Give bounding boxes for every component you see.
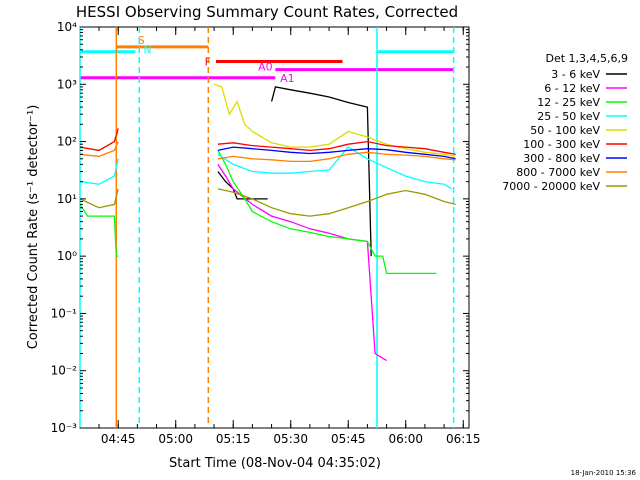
legend-label: 800 - 7000 keV bbox=[516, 166, 600, 179]
y-tick-label: 10¹ bbox=[57, 192, 77, 206]
legend-label: 6 - 12 keV bbox=[544, 82, 600, 95]
series-line bbox=[217, 188, 456, 217]
series-line bbox=[79, 158, 119, 185]
series-line bbox=[217, 140, 456, 155]
y-tick-label: 10² bbox=[57, 135, 77, 149]
legend-label: 12 - 25 keV bbox=[537, 96, 600, 109]
legend-label: 25 - 50 keV bbox=[537, 110, 600, 123]
legend-label: 100 - 300 keV bbox=[523, 138, 600, 151]
y-tick-label: 10⁴ bbox=[57, 20, 77, 34]
legend-label: 300 - 800 keV bbox=[523, 152, 600, 165]
series-line bbox=[217, 171, 268, 200]
chart-title: HESSI Observing Summary Count Rates, Cor… bbox=[76, 3, 458, 21]
legend-title: Det 1,3,4,5,6,9 bbox=[545, 52, 628, 65]
vertical-markers bbox=[79, 27, 455, 428]
series-line bbox=[217, 150, 437, 275]
plot-frame bbox=[79, 26, 470, 429]
y-tick-label: 10⁻² bbox=[51, 364, 78, 378]
x-tick-label: 05:00 bbox=[158, 432, 193, 446]
flag-label: N bbox=[143, 44, 151, 57]
series-line bbox=[217, 151, 456, 163]
y-tick-label: 10⁻³ bbox=[51, 421, 78, 435]
data-series bbox=[79, 83, 456, 362]
series-line bbox=[79, 128, 119, 152]
flag-label: S bbox=[138, 34, 145, 47]
series-line bbox=[217, 164, 387, 362]
y-axis-label: Corrected Count Rate (s⁻¹ detector⁻¹) bbox=[26, 105, 41, 350]
series-line bbox=[213, 83, 456, 158]
legend-label: 50 - 100 keV bbox=[530, 124, 600, 137]
legend-label: 7000 - 20000 keV bbox=[502, 180, 600, 193]
x-axis: 04:45 05:00 05:15 05:30 05:45 06:00 06:15 bbox=[98, 27, 481, 446]
series-line bbox=[79, 204, 119, 257]
series-line bbox=[79, 141, 119, 158]
x-tick-label: 06:15 bbox=[446, 432, 481, 446]
series-line bbox=[79, 188, 119, 209]
timestamp: 18-Jan-2010 15:36 bbox=[571, 469, 637, 477]
flag-label: A0 bbox=[258, 61, 273, 74]
y-tick-label: 10⁻¹ bbox=[51, 306, 78, 320]
x-tick-label: 05:45 bbox=[331, 432, 366, 446]
x-tick-label: 06:00 bbox=[388, 432, 423, 446]
flag-label: A1 bbox=[280, 72, 295, 85]
series-line bbox=[217, 146, 453, 190]
y-axis: 10⁻³ 10⁻² 10⁻¹ 10⁰ 10¹ 10² 10³ 10⁴ bbox=[51, 20, 469, 435]
x-axis-label: Start Time (08-Nov-04 04:35:02) bbox=[169, 456, 381, 471]
flag-bars: SNFA0A1 bbox=[80, 34, 454, 85]
series-line bbox=[270, 86, 372, 257]
series-line bbox=[217, 146, 456, 160]
x-tick-label: 05:15 bbox=[216, 432, 251, 446]
legend-label: 3 - 6 keV bbox=[551, 68, 600, 81]
x-tick-label: 04:45 bbox=[101, 432, 136, 446]
y-tick-label: 10⁰ bbox=[57, 249, 77, 263]
x-tick-label: 05:30 bbox=[273, 432, 308, 446]
y-tick-label: 10³ bbox=[57, 77, 77, 91]
